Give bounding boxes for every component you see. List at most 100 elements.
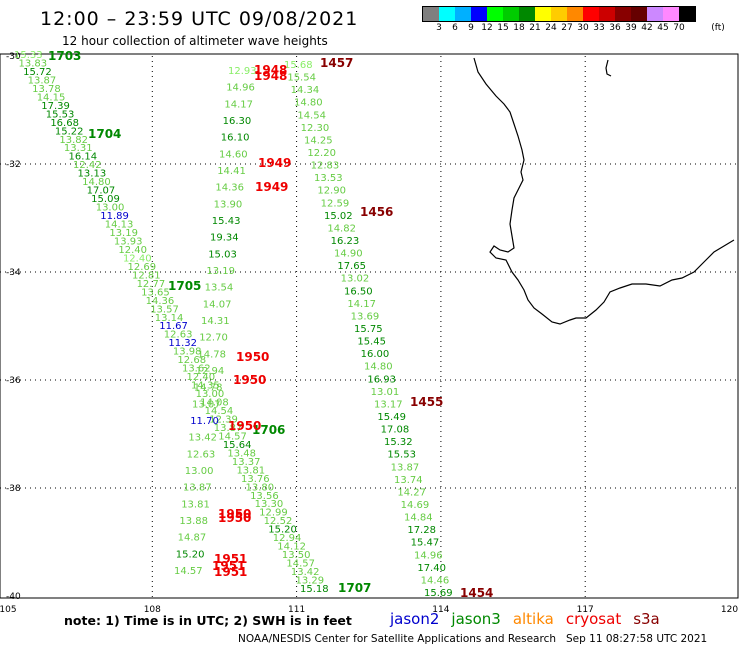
wave-height-label: 11.70 [190,416,219,427]
wave-height-label: 19.34 [210,233,239,244]
longitude-tick-label: 117 [577,605,594,615]
wave-height-label: 13.48 [227,448,256,459]
latitude-tick-label: -38 [6,484,21,494]
wave-height-label: 17.65 [337,261,366,272]
wave-height-label: 13.13 [78,169,107,180]
wave-height-label: 14.12 [277,542,306,553]
color-scale-swatch [583,7,599,21]
wave-height-label: 14.36 [215,183,244,194]
wave-height-label: 14.17 [224,99,253,110]
longitude-tick-label: 108 [144,605,161,615]
wave-height-label: 14.80 [294,98,323,109]
wave-height-label: 13.78 [32,84,61,95]
wave-height-label: 14.27 [397,487,426,498]
wave-height-label: 13.53 [314,173,343,184]
longitude-tick-label: 105 [0,605,17,615]
pass-time-label-s3a: 1456 [360,205,393,219]
latitude-tick-label: -32 [6,160,21,170]
color-scale-swatch [423,7,439,21]
wave-height-label: 11.67 [159,321,188,332]
wave-height-label: 15.75 [354,324,383,335]
wave-height-label: 13.87 [28,75,57,86]
wave-height-label: 12.40 [123,253,152,264]
wave-height-label: 12.70 [199,333,228,344]
map-frame [0,53,739,599]
wave-height-label: 14.46 [421,575,450,586]
wave-height-label: 13.42 [291,567,320,578]
pass-time-label-jason3: 1706 [252,423,285,437]
wave-height-label: 13.19 [206,266,235,277]
wave-height-label: 14.36 [146,296,175,307]
pass-time-label-cryosat: 1951 [214,565,247,579]
color-scale-tick-label: 18 [513,23,525,33]
color-scale-swatch [631,7,647,21]
wave-height-label: 13.19 [109,228,138,239]
color-scale-swatch [647,7,663,21]
wave-height-label: 13.37 [232,457,261,468]
color-scale-tick-label: 3 [436,23,442,33]
wave-height-label: 12.99 [259,508,288,519]
wave-height-label: 15.53 [387,450,416,461]
wave-height-label: 12.42 [73,160,102,171]
color-scale-swatch [535,7,551,21]
color-scale-tick-label: 24 [545,23,557,33]
wave-height-label: 13.69 [351,311,380,322]
wave-height-label: 13.14 [155,313,184,324]
wave-height-label: 14.90 [334,249,363,260]
wave-height-label: 12.30 [301,123,330,134]
color-scale-tick-label: 12 [481,23,493,33]
wave-height-label: 13.56 [250,491,279,502]
pass-time-label-cryosat: 1950 [233,373,266,387]
wave-height-label: 15.45 [357,337,386,348]
wave-height-label: 14.31 [201,316,230,327]
wave-height-label: 12.63 [187,449,216,460]
wave-height-label: 13.82 [59,135,88,146]
color-scale-tick-label: 27 [561,23,573,33]
pass-time-label-cryosat: 1948 [254,63,287,77]
wave-height-label: 15.02 [324,211,353,222]
wave-height-label: 12.40 [187,372,216,383]
wave-height-label: 13.17 [374,399,403,410]
wave-height-label: 17.28 [407,525,436,536]
footer-note: note: 1) Time is in UTC; 2) SWH is in fe… [64,613,352,628]
wave-height-label: 13.30 [255,499,284,510]
wave-height-label: 13.87 [391,462,420,473]
wave-height-label: 15.03 [208,249,237,260]
color-scale-tick-label: 39 [625,23,637,33]
color-scale-tick-label: (ft) [711,23,725,33]
wave-height-label: 15.72 [23,67,52,78]
wave-height-label: 12.90 [317,186,346,197]
color-scale-swatch [439,7,455,21]
wave-height-label: 12.93 [228,66,257,77]
map-subtitle: 12 hour collection of altimeter wave hei… [62,34,328,48]
wave-height-label: 12.81 [132,270,161,281]
wave-height-label: 15.20 [268,525,297,536]
legend-item-altika: altika [512,610,554,628]
wave-height-label: 14.82 [327,223,356,234]
wave-height-label: 15.32 [384,437,413,448]
wave-height-label: 14.25 [304,135,333,146]
wave-height-label: 13.74 [394,475,423,486]
wave-height-label: 15.09 [91,194,120,205]
wave-height-label: 14.35 [191,381,220,392]
wave-height-label: 13.02 [341,274,370,285]
longitude-tick-label: 111 [288,605,305,615]
wave-height-label: 14.13 [105,220,134,231]
wave-height-label: 14.80 [364,362,393,373]
wave-height-label: 13.76 [241,474,270,485]
wave-height-label: 12.94 [196,366,225,377]
color-scale-swatch [455,7,471,21]
wave-height-label: 15.20 [176,549,205,560]
pass-time-label-s3a: 1457 [320,56,353,70]
color-scale-swatch [487,7,503,21]
color-scale-tick-label: 9 [468,23,474,33]
color-scale-swatch [615,7,631,21]
color-scale-tick-label: 33 [593,23,605,33]
wave-height-label: 15.33 [14,50,43,61]
color-scale-swatch [679,7,695,21]
wave-height-label: 13.31 [64,143,93,154]
wave-height-label: 14.80 [82,177,111,188]
map-title: 12:00 – 23:59 UTC 09/08/2021 [40,8,359,30]
pass-time-label-jason3: 1703 [48,49,81,63]
wave-height-label: 12.39 [209,414,238,425]
